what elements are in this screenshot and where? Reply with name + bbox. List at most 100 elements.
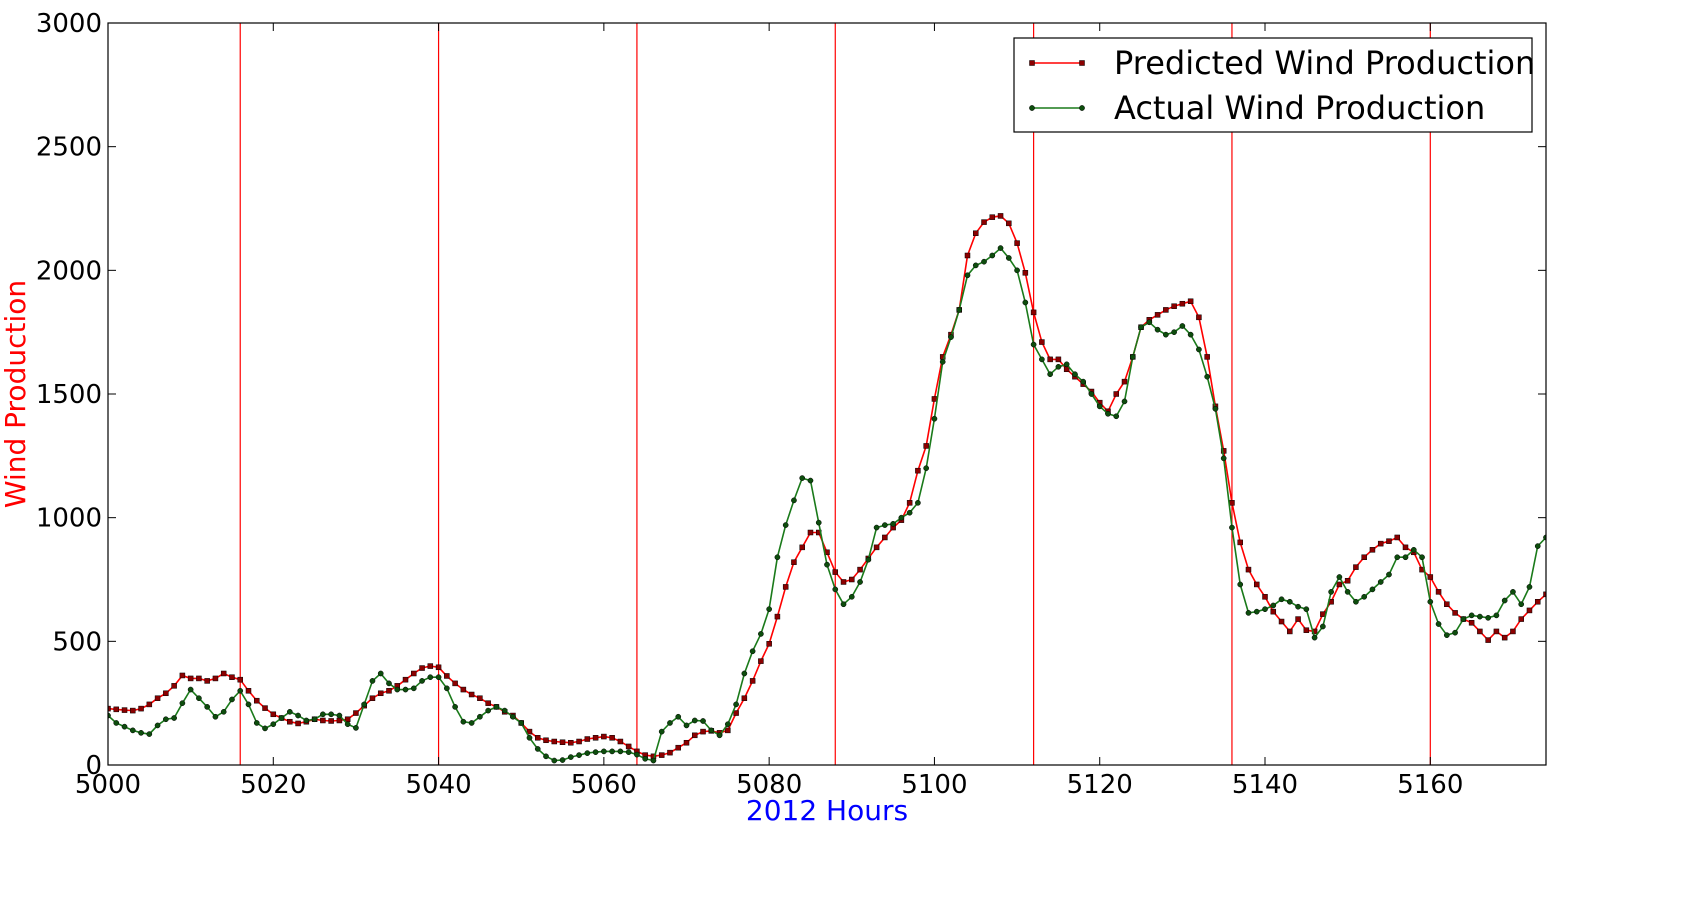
data-point [1047, 371, 1053, 378]
data-point [1402, 544, 1409, 551]
data-point [1278, 596, 1285, 603]
data-point [1394, 534, 1400, 541]
data-point [758, 631, 764, 637]
data-point [518, 720, 525, 726]
data-point [1220, 455, 1227, 462]
series-line [108, 246, 1546, 762]
data-point [857, 566, 863, 573]
data-point [1187, 298, 1194, 304]
data-point [1485, 614, 1491, 621]
data-point [1245, 566, 1252, 573]
data-point [129, 727, 136, 734]
data-point [344, 721, 351, 728]
data-point [1493, 628, 1500, 635]
data-point [1129, 354, 1136, 360]
y-tick-label: 1000 [36, 504, 102, 534]
data-point [130, 707, 136, 714]
data-point [229, 696, 235, 703]
data-point [1518, 601, 1525, 608]
data-point [1063, 361, 1070, 368]
legend-label: Predicted Wind Production [1114, 44, 1535, 82]
y-tick-label: 3000 [36, 9, 102, 39]
data-point [898, 514, 905, 521]
data-point [1501, 597, 1508, 604]
data-point [229, 674, 235, 680]
data-point [567, 754, 574, 760]
data-point [220, 708, 227, 715]
data-point [625, 749, 632, 755]
data-point [931, 415, 938, 422]
data-point [1138, 324, 1144, 331]
data-point [584, 750, 591, 756]
data-point [559, 739, 566, 745]
data-point [1229, 500, 1235, 506]
data-point [460, 718, 467, 725]
data-point [1361, 554, 1367, 560]
data-point [369, 695, 376, 701]
data-point [1262, 594, 1268, 600]
data-point [1435, 621, 1442, 627]
data-point [410, 685, 417, 692]
data-point [220, 670, 227, 677]
data-point [1460, 616, 1467, 622]
data-point [1311, 634, 1318, 641]
data-point [1270, 608, 1277, 615]
data-point [1468, 620, 1475, 626]
data-point [939, 358, 946, 365]
data-point [741, 670, 748, 677]
data-point [1245, 610, 1252, 616]
data-point [262, 705, 268, 711]
data-point [1552, 584, 1557, 589]
data-point [526, 728, 533, 735]
data-point [1328, 589, 1334, 595]
data-point [865, 556, 872, 563]
data-point [609, 735, 615, 741]
data-point [882, 522, 888, 528]
data-point [724, 721, 731, 728]
data-point [286, 708, 293, 715]
data-point [997, 213, 1004, 219]
series-line [108, 215, 1546, 758]
data-point [1055, 356, 1062, 363]
data-point [1543, 534, 1546, 541]
data-point [667, 749, 673, 756]
data-point [1435, 589, 1442, 595]
data-point [1377, 579, 1384, 585]
data-point [1146, 319, 1153, 326]
data-point [196, 695, 202, 702]
data-point [1105, 410, 1111, 417]
data-point [1510, 628, 1516, 635]
data-point [278, 715, 285, 721]
data-point [617, 748, 624, 755]
data-point [543, 753, 549, 760]
data-point [394, 686, 401, 693]
data-point [1055, 363, 1062, 370]
data-point [245, 701, 252, 708]
data-point [601, 733, 607, 740]
data-point [1014, 240, 1020, 246]
data-point [683, 722, 690, 729]
data-point [113, 706, 120, 713]
data-point [1039, 339, 1045, 345]
data-point [576, 738, 582, 745]
data-point [915, 467, 921, 474]
data-point [1510, 589, 1516, 595]
data-point [1080, 378, 1087, 385]
data-point [1303, 627, 1310, 633]
data-point [336, 712, 343, 719]
data-point [1154, 312, 1161, 318]
data-point [320, 711, 326, 718]
data-point [435, 664, 442, 671]
data-point [328, 718, 334, 724]
data-point [1402, 554, 1409, 561]
data-point [1286, 598, 1293, 605]
data-point [807, 477, 814, 484]
data-point [1072, 371, 1078, 378]
x-tick-label: 5020 [240, 770, 306, 800]
x-tick-label: 5120 [1067, 770, 1133, 800]
data-point [443, 685, 450, 692]
data-point [526, 734, 533, 741]
data-point [576, 752, 582, 758]
data-point [1369, 586, 1376, 593]
